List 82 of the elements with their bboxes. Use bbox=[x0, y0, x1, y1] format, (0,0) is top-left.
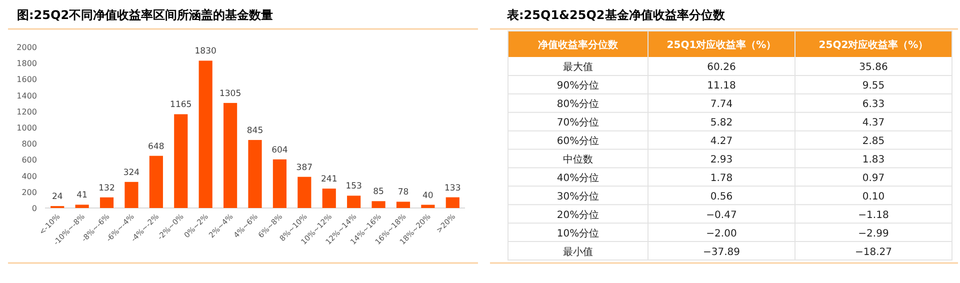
data-label: 78 bbox=[398, 188, 409, 198]
data-label: 324 bbox=[123, 168, 140, 178]
data-label: 1305 bbox=[219, 88, 242, 99]
text: −1.18 bbox=[858, 210, 889, 221]
text: 4.27 bbox=[710, 136, 733, 148]
text: 1.78 bbox=[710, 172, 733, 184]
y-tick-label: 200 bbox=[22, 188, 37, 197]
data-label: 85 bbox=[373, 187, 384, 198]
bar bbox=[347, 196, 361, 208]
text: 2.93 bbox=[710, 154, 733, 166]
category-label: 90%分位 bbox=[556, 80, 600, 92]
text: 7.74 bbox=[710, 99, 733, 110]
text: 0.10 bbox=[862, 191, 885, 202]
bar bbox=[149, 156, 163, 208]
y-tick-label: 600 bbox=[22, 156, 37, 165]
category-label: 25Q1对应收益率（%） bbox=[666, 39, 776, 51]
bar bbox=[396, 202, 410, 208]
category-label: 中位数 bbox=[563, 154, 593, 166]
text: 9.55 bbox=[862, 80, 885, 92]
text: 2.85 bbox=[862, 136, 885, 148]
data-label: 845 bbox=[246, 126, 264, 136]
y-tick-label: 1600 bbox=[16, 75, 37, 84]
y-tick-label: 1200 bbox=[16, 107, 37, 116]
y-tick-label: 1400 bbox=[16, 91, 37, 100]
y-tick-label: 0 bbox=[32, 204, 37, 213]
data-label: 604 bbox=[272, 145, 288, 156]
y-tick-label: 1800 bbox=[16, 59, 37, 68]
text: 0.56 bbox=[710, 191, 733, 202]
data-label: 133 bbox=[444, 183, 461, 194]
bar bbox=[100, 197, 114, 208]
y-tick-label: 2000 bbox=[16, 43, 37, 52]
bar bbox=[446, 197, 460, 208]
bar bbox=[248, 140, 262, 208]
bar bbox=[224, 102, 238, 208]
bar bbox=[298, 176, 312, 208]
text: 5.82 bbox=[710, 118, 733, 129]
y-tick-label: 800 bbox=[22, 140, 37, 149]
category-label: 25Q2对应收益率（%） bbox=[818, 39, 928, 51]
category-label: 20%分位 bbox=[556, 210, 600, 221]
chart-title: 图:25Q2不同净值收益率区间所涵盖的基金数量 bbox=[17, 8, 274, 22]
data-label: 241 bbox=[321, 174, 338, 185]
category-label: 最小值 bbox=[563, 246, 593, 258]
category-label: 30%分位 bbox=[556, 191, 600, 202]
y-tick-label: 1000 bbox=[16, 124, 37, 132]
data-label: 648 bbox=[148, 142, 164, 152]
category-label: 70%分位 bbox=[556, 118, 600, 129]
category-label: 最大值 bbox=[563, 62, 593, 74]
data-label: 41 bbox=[76, 190, 88, 201]
data-label: 40 bbox=[422, 190, 434, 201]
bar bbox=[272, 159, 286, 208]
bar bbox=[372, 201, 386, 208]
text: 0.97 bbox=[862, 172, 885, 184]
text: −2.99 bbox=[858, 228, 889, 240]
text: 6.33 bbox=[862, 99, 885, 110]
text: 60.26 bbox=[707, 62, 736, 74]
bar bbox=[198, 60, 212, 208]
text: 35.86 bbox=[859, 62, 888, 74]
text: −37.89 bbox=[702, 246, 740, 258]
category-label: 80%分位 bbox=[556, 99, 600, 110]
bar bbox=[322, 188, 336, 208]
data-label: 153 bbox=[346, 182, 362, 192]
bar bbox=[75, 204, 89, 208]
text: −0.47 bbox=[706, 210, 737, 221]
y-tick-label: 400 bbox=[22, 172, 37, 181]
data-label: 387 bbox=[296, 162, 313, 173]
category-label: 60%分位 bbox=[556, 136, 600, 148]
category-label: 40%分位 bbox=[556, 172, 600, 184]
bar bbox=[124, 182, 138, 208]
text: 4.37 bbox=[862, 118, 885, 129]
data-label: 1830 bbox=[194, 46, 216, 57]
data-label: 24 bbox=[52, 192, 63, 202]
bar bbox=[421, 204, 435, 208]
category-label: 净值收益率分位数 bbox=[538, 39, 619, 51]
text: −18.27 bbox=[854, 246, 892, 258]
data-label: 132 bbox=[98, 183, 115, 194]
bar bbox=[174, 114, 188, 208]
category-label: 10%分位 bbox=[556, 228, 600, 240]
text: 11.18 bbox=[707, 80, 736, 92]
data-label: 1165 bbox=[170, 100, 192, 110]
text: 表:25Q1&25Q2基金净值收益率分位数 bbox=[506, 8, 726, 22]
text: 1.83 bbox=[862, 154, 885, 166]
text: −2.00 bbox=[706, 228, 737, 240]
